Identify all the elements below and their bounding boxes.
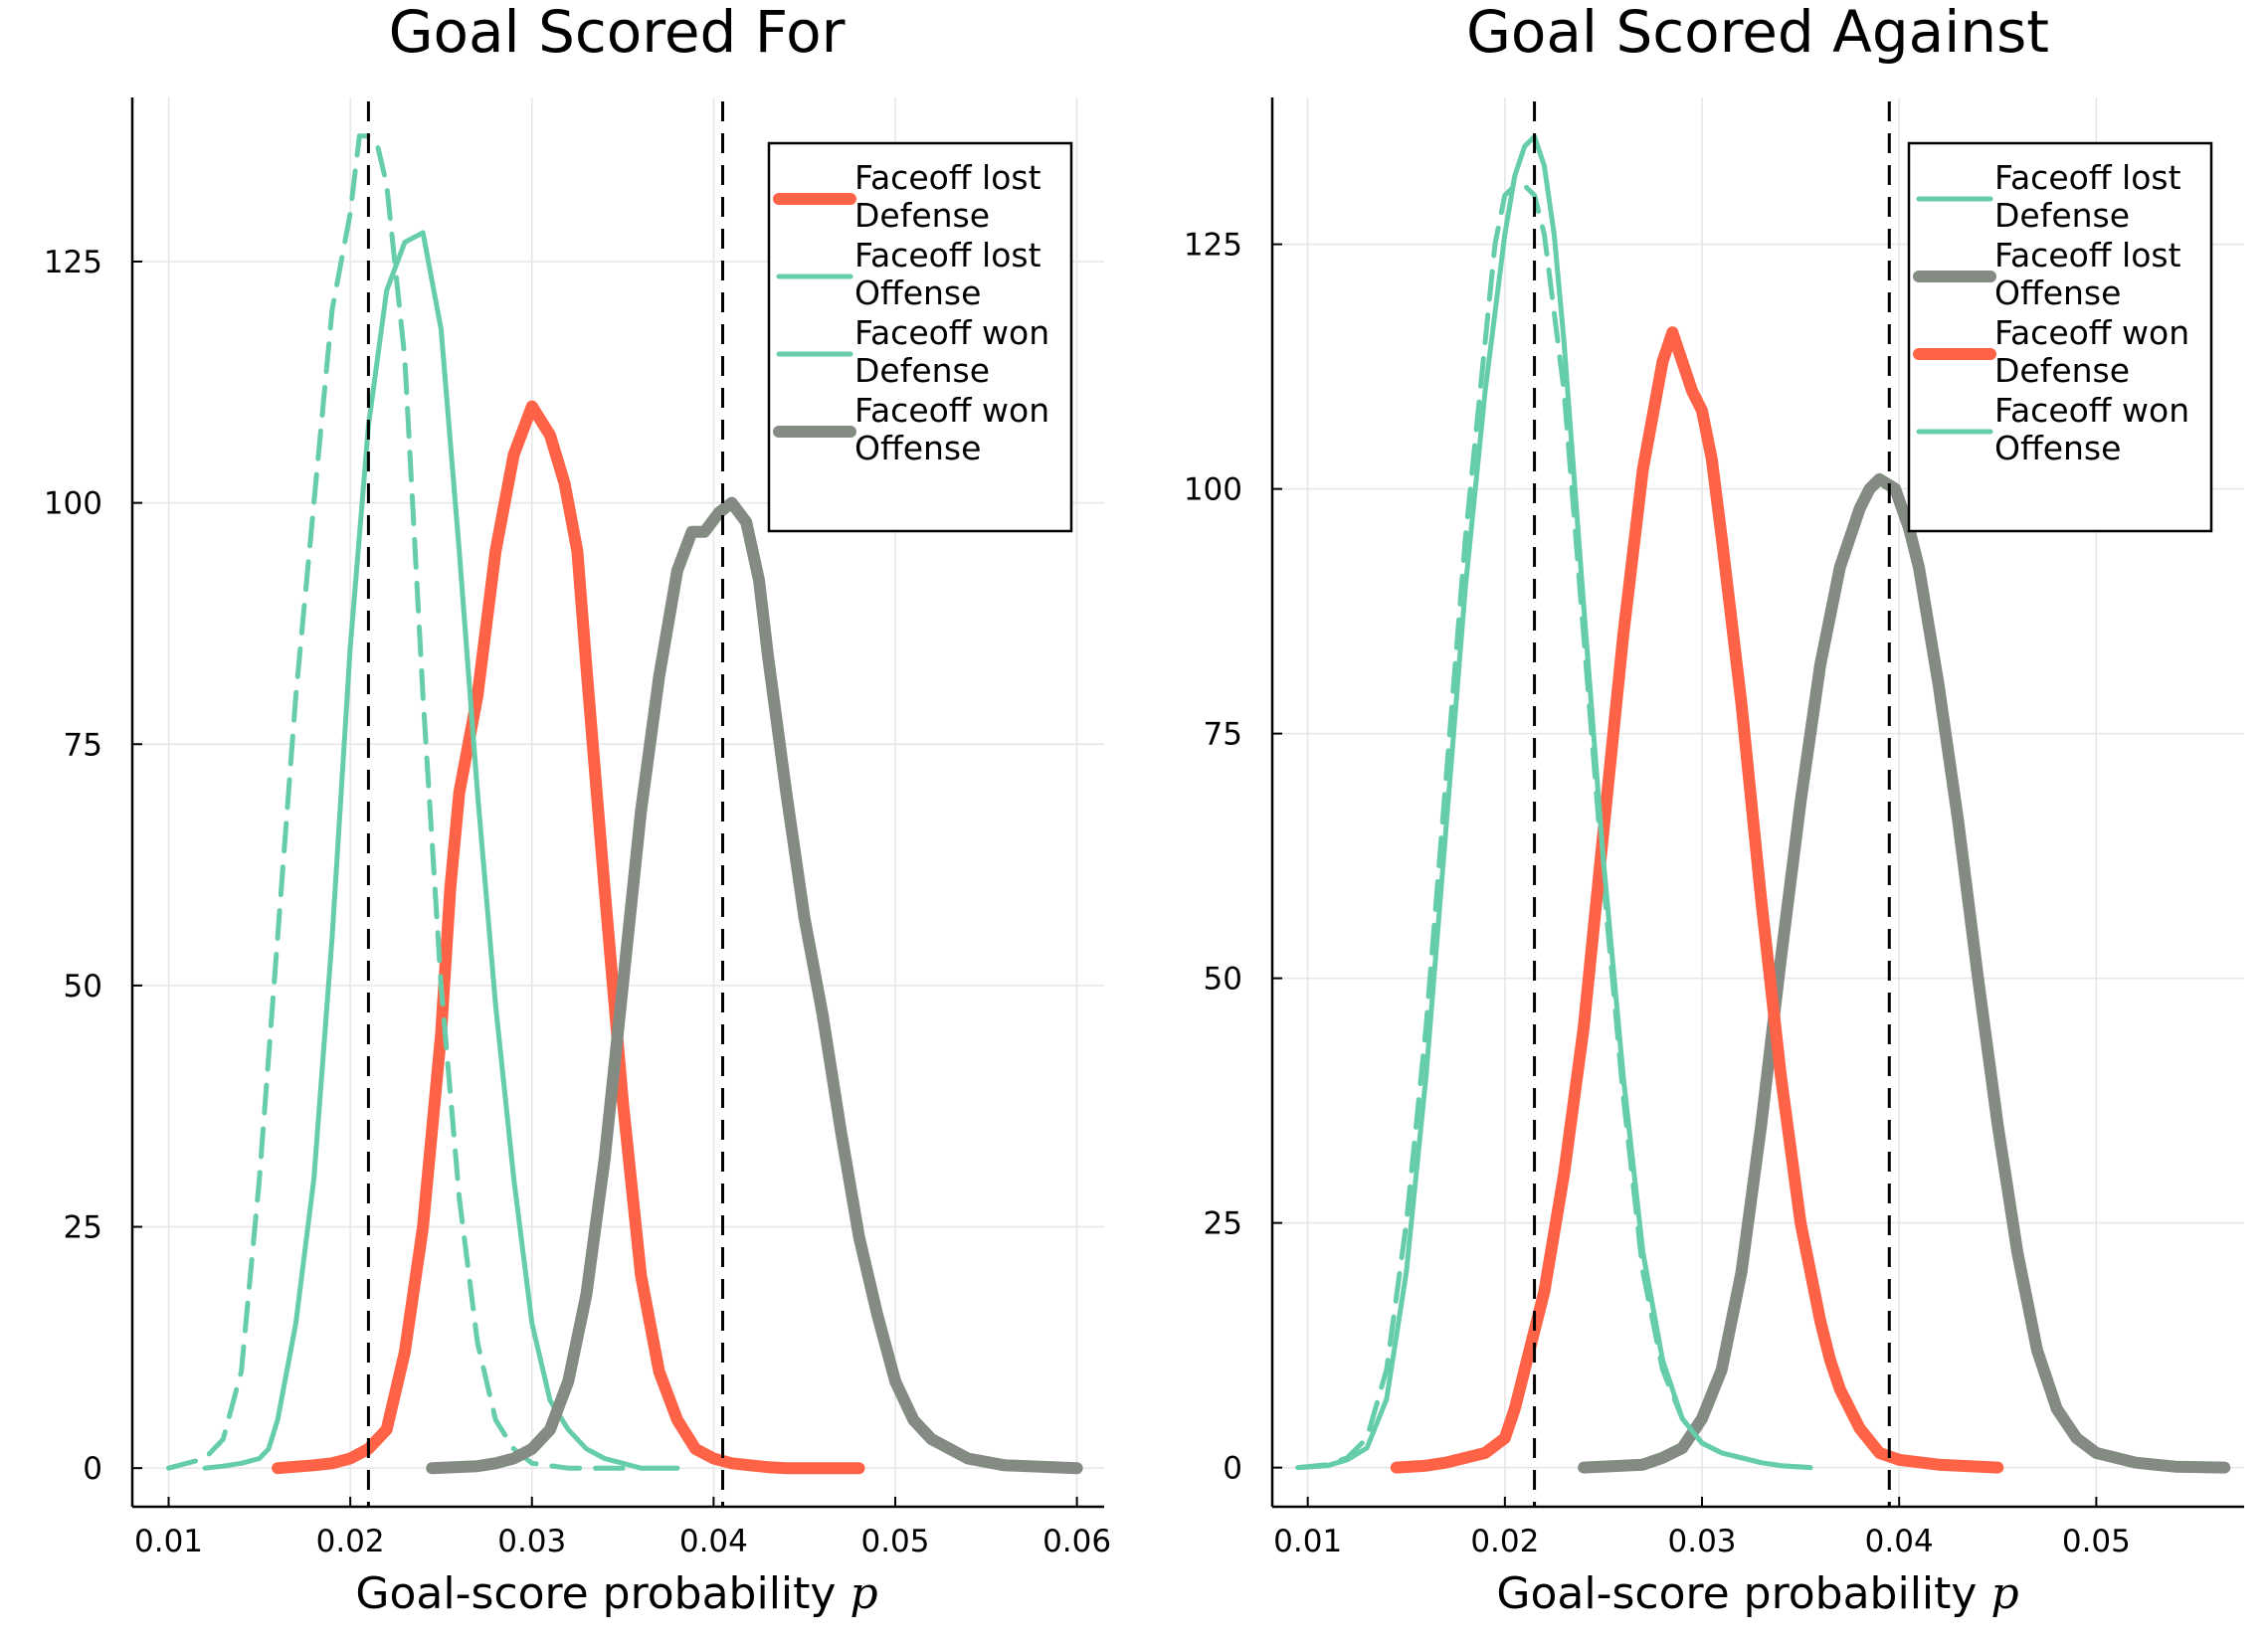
x-tick-label: 0.04 (1865, 1524, 1934, 1559)
y-tick-label: 25 (1204, 1206, 1242, 1242)
legend-box (1907, 141, 2213, 533)
legend-label: Offense (1994, 429, 2121, 467)
legend-label: Defense (854, 351, 990, 390)
legend-label: Offense (854, 274, 981, 312)
y-tick-label: 100 (44, 486, 102, 522)
series-line-4 (1295, 133, 1813, 1471)
series-line-3 (1390, 326, 2004, 1474)
series-line-4 (426, 496, 1083, 1475)
x-axis-label: Goal-score probability p (1496, 1568, 2018, 1619)
x-tick-label: 0.01 (134, 1524, 203, 1559)
x-tick-label: 0.05 (860, 1524, 929, 1559)
legend-label: Offense (854, 429, 981, 467)
y-tick-label: 125 (1184, 228, 1242, 264)
y-tick-label: 50 (64, 969, 102, 1004)
series-line-3 (202, 230, 680, 1471)
series-line-1 (272, 400, 865, 1475)
x-tick-label: 0.01 (1273, 1524, 1342, 1559)
series-line-2 (166, 133, 626, 1471)
legend-label: Faceoff won (1994, 391, 2189, 430)
x-tick-label: 0.02 (316, 1524, 385, 1559)
y-tick-label: 25 (64, 1210, 102, 1246)
x-tick-label: 0.02 (1470, 1524, 1539, 1559)
series-line-1 (1295, 183, 1813, 1471)
legend-label: Defense (1994, 351, 2130, 390)
panel-goal-scored-for: Goal Scored For Goal-score probability p… (44, 0, 1111, 1619)
legend-label: Faceoff won (854, 313, 1049, 352)
legend-label: Defense (1994, 196, 2130, 235)
y-tick-label: 75 (64, 727, 102, 763)
x-tick-label: 0.03 (497, 1524, 566, 1559)
y-tick-label: 100 (1184, 472, 1242, 508)
x-tick-label: 0.03 (1668, 1524, 1737, 1559)
legend-label: Faceoff lost (854, 158, 1041, 197)
chart-title: Goal Scored Against (1466, 0, 2049, 66)
x-axis-label: Goal-score probability p (355, 1568, 877, 1619)
x-axis-label-symbol: p (850, 1568, 877, 1619)
legend-label: Offense (1994, 274, 2121, 312)
legend-label: Defense (854, 196, 990, 235)
legend-label: Faceoff won (1994, 313, 2189, 352)
x-axis-label-symbol: p (1990, 1568, 2018, 1619)
x-axis-label-text: Goal-score probability (1496, 1568, 1977, 1619)
x-tick-label: 0.04 (679, 1524, 748, 1559)
panel-goal-scored-against: Goal Scored Against Goal-score probabili… (1184, 0, 2244, 1619)
chart-title: Goal Scored For (389, 0, 846, 66)
y-tick-label: 125 (44, 245, 102, 280)
legend-box (767, 141, 1073, 533)
y-tick-label: 50 (1204, 962, 1242, 998)
x-tick-label: 0.05 (2062, 1524, 2131, 1559)
legend-label: Faceoff lost (1994, 236, 2181, 274)
legend-label: Faceoff lost (1994, 158, 2181, 197)
x-tick-label: 0.06 (1042, 1524, 1111, 1559)
legend-label: Faceoff won (854, 391, 1049, 430)
y-tick-label: 75 (1204, 717, 1242, 753)
y-tick-label: 0 (83, 1451, 102, 1487)
y-tick-label: 0 (1223, 1451, 1242, 1487)
series-line-2 (1578, 472, 2231, 1474)
legend-label: Faceoff lost (854, 236, 1041, 274)
x-axis-label-text: Goal-score probability (355, 1568, 836, 1619)
